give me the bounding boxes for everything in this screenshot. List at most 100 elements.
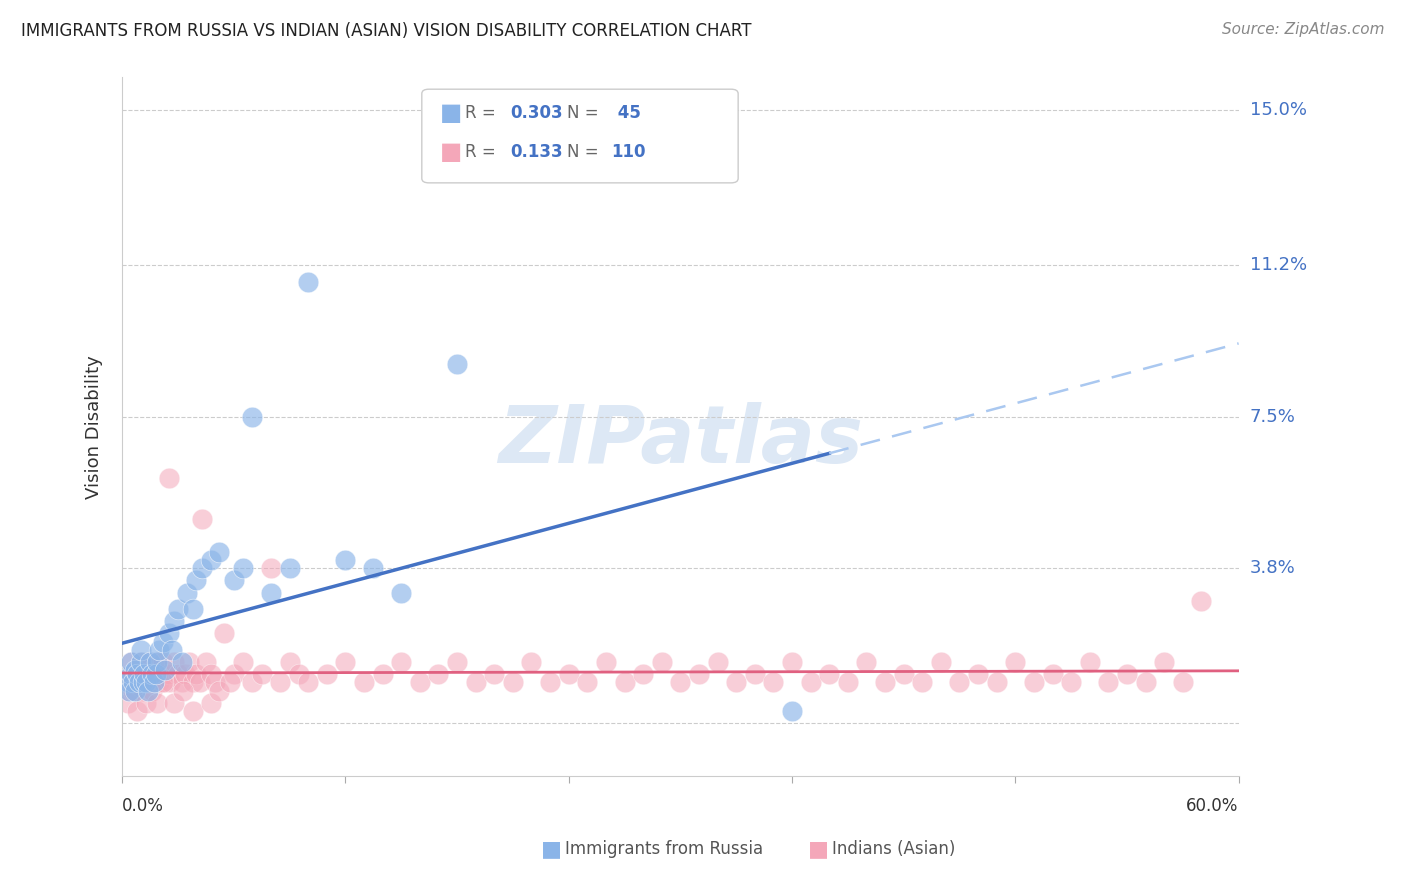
Point xyxy=(122,675,145,690)
Point xyxy=(145,667,167,681)
Point xyxy=(181,704,204,718)
Point xyxy=(186,574,208,588)
Point xyxy=(125,667,148,681)
Point xyxy=(177,655,200,669)
Point xyxy=(315,667,337,681)
Point xyxy=(688,667,710,681)
Text: 15.0%: 15.0% xyxy=(1250,101,1306,120)
Point xyxy=(118,683,141,698)
Text: R =: R = xyxy=(465,143,502,161)
Point xyxy=(136,675,159,690)
Point xyxy=(194,655,217,669)
Point xyxy=(139,655,162,669)
Point xyxy=(128,675,150,690)
Point xyxy=(232,561,254,575)
Point xyxy=(128,675,150,690)
Point xyxy=(222,667,245,681)
Text: 0.0%: 0.0% xyxy=(122,797,165,815)
Point xyxy=(780,655,803,669)
Point xyxy=(163,696,186,710)
Point xyxy=(146,696,169,710)
Point xyxy=(124,663,146,677)
Point xyxy=(163,655,186,669)
Point xyxy=(142,675,165,690)
Point xyxy=(706,655,728,669)
Point xyxy=(134,667,156,681)
Point xyxy=(335,553,357,567)
Point xyxy=(780,704,803,718)
Point xyxy=(893,667,915,681)
Point xyxy=(214,626,236,640)
Point xyxy=(1189,593,1212,607)
Point xyxy=(278,655,301,669)
Point xyxy=(167,667,190,681)
Point xyxy=(595,655,617,669)
Point xyxy=(136,683,159,698)
Point xyxy=(1116,667,1139,681)
Point xyxy=(145,667,167,681)
Point xyxy=(135,696,157,710)
Point xyxy=(200,667,222,681)
Point xyxy=(204,675,226,690)
Point xyxy=(948,675,970,690)
Text: 110: 110 xyxy=(612,143,647,161)
Point xyxy=(484,667,506,681)
Point xyxy=(361,561,384,575)
Point xyxy=(538,675,561,690)
Point xyxy=(181,602,204,616)
Point xyxy=(157,626,180,640)
Point xyxy=(131,675,153,690)
Text: Source: ZipAtlas.com: Source: ZipAtlas.com xyxy=(1222,22,1385,37)
Point xyxy=(669,675,692,690)
Point xyxy=(129,642,152,657)
Point xyxy=(240,409,263,424)
Point xyxy=(153,675,176,690)
Point xyxy=(986,675,1008,690)
Point xyxy=(135,675,157,690)
Point xyxy=(148,675,170,690)
Point xyxy=(117,675,139,690)
Point xyxy=(818,667,841,681)
Point xyxy=(188,675,211,690)
Point xyxy=(297,275,319,289)
Text: ■: ■ xyxy=(808,839,830,859)
Text: 3.8%: 3.8% xyxy=(1250,559,1295,577)
Point xyxy=(911,675,934,690)
Point xyxy=(208,683,231,698)
Point xyxy=(427,667,450,681)
Text: N =: N = xyxy=(567,143,603,161)
Point xyxy=(200,696,222,710)
Point xyxy=(335,655,357,669)
Point xyxy=(409,675,432,690)
Text: N =: N = xyxy=(567,104,603,122)
Text: Indians (Asian): Indians (Asian) xyxy=(832,840,956,858)
Point xyxy=(120,667,142,681)
Point xyxy=(855,655,877,669)
Point xyxy=(120,667,142,681)
Point xyxy=(269,675,291,690)
Point xyxy=(122,683,145,698)
Point xyxy=(464,675,486,690)
Point xyxy=(222,574,245,588)
Point xyxy=(744,667,766,681)
Point xyxy=(150,667,173,681)
Point xyxy=(837,675,859,690)
Point xyxy=(124,683,146,698)
Point xyxy=(135,667,157,681)
Point xyxy=(157,667,180,681)
Point xyxy=(129,655,152,669)
Point xyxy=(1022,675,1045,690)
Point xyxy=(181,675,204,690)
Point xyxy=(174,667,197,681)
Point xyxy=(117,696,139,710)
Point xyxy=(1042,667,1064,681)
Point xyxy=(260,585,283,599)
Point xyxy=(122,675,145,690)
Text: 0.303: 0.303 xyxy=(510,104,562,122)
Point xyxy=(159,675,181,690)
Point xyxy=(1060,675,1083,690)
Point xyxy=(141,683,163,698)
Point xyxy=(131,667,153,681)
Point xyxy=(186,667,208,681)
Point xyxy=(125,704,148,718)
